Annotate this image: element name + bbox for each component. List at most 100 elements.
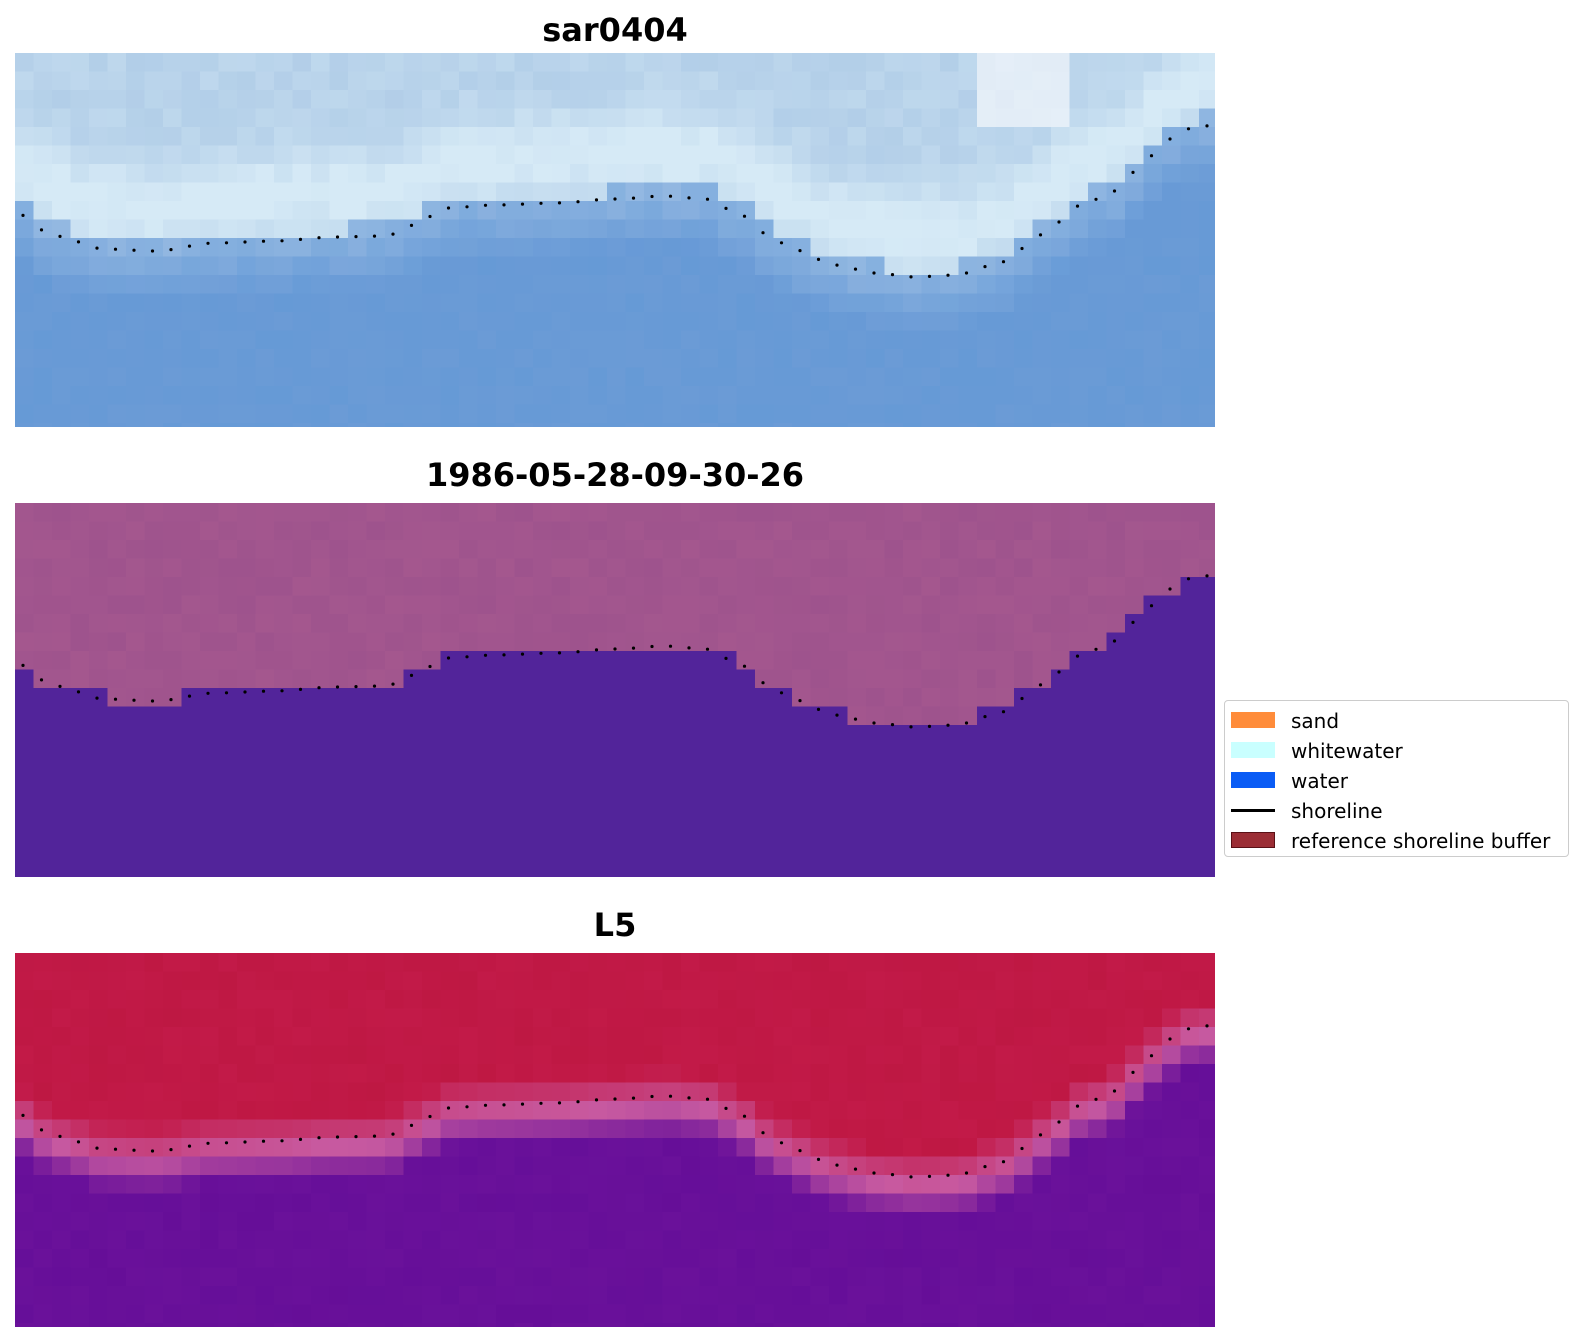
panel-title-top: sar0404 (542, 11, 688, 49)
pixel (15, 1156, 35, 1176)
pixel (255, 725, 275, 745)
pixel (1032, 201, 1052, 221)
pixel (1106, 780, 1126, 800)
pixel (773, 219, 793, 239)
pixel (52, 990, 72, 1010)
pixel (699, 971, 719, 991)
pixel (736, 90, 756, 110)
pixel (311, 521, 331, 541)
pixel (792, 854, 812, 874)
pixel (477, 540, 497, 560)
pixel (1125, 293, 1145, 313)
pixel (773, 743, 793, 763)
pixel (792, 1008, 812, 1028)
pixel (1199, 669, 1215, 689)
pixel (366, 651, 386, 671)
pixel (1143, 367, 1163, 387)
pixel (144, 725, 164, 745)
pixel (866, 614, 886, 634)
pixel (348, 873, 368, 877)
pixel (921, 1119, 941, 1139)
shoreline-point (668, 194, 673, 198)
pixel (496, 293, 516, 313)
pixel (1162, 1064, 1182, 1084)
pixel (1106, 201, 1126, 221)
pixel (681, 349, 701, 369)
pixel (903, 90, 923, 110)
pixel (89, 725, 109, 745)
pixel (940, 127, 960, 147)
pixel (755, 182, 775, 202)
pixel (792, 762, 812, 782)
pixel (995, 540, 1015, 560)
pixel (662, 1249, 682, 1269)
pixel (699, 404, 719, 424)
pixel (477, 349, 497, 369)
pixel (1032, 725, 1052, 745)
pixel (625, 725, 645, 745)
pixel (903, 1193, 923, 1213)
pixel (366, 873, 386, 877)
pixel (718, 1304, 738, 1324)
pixel (607, 386, 627, 406)
shoreline-point (539, 201, 543, 205)
pixel (89, 873, 109, 877)
pixel (810, 762, 830, 782)
pixel (1106, 1082, 1126, 1102)
pixel (1199, 1082, 1215, 1102)
pixel (977, 1193, 997, 1213)
pixel (995, 1101, 1015, 1121)
pixel (1088, 1230, 1108, 1250)
pixel (921, 404, 941, 424)
pixel (995, 1008, 1015, 1028)
pixel (15, 780, 35, 800)
pixel (681, 632, 701, 652)
pixel (755, 1249, 775, 1269)
pixel (551, 1064, 571, 1084)
pixel (477, 688, 497, 708)
pixel (403, 725, 423, 745)
pixel (1069, 1267, 1089, 1287)
pixel (181, 312, 201, 332)
pixel (459, 1212, 479, 1232)
pixel (1106, 164, 1126, 184)
pixel (496, 1193, 516, 1213)
pixel (1162, 854, 1182, 874)
pixel (958, 330, 978, 350)
pixel (440, 1156, 460, 1176)
pixel (15, 90, 35, 110)
pixel (237, 836, 257, 856)
pixel (1106, 330, 1126, 350)
image-panel-top (15, 53, 1215, 427)
pixel (551, 404, 571, 424)
pixel (1032, 293, 1052, 313)
pixel (52, 238, 72, 258)
pixel (477, 293, 497, 313)
pixel (459, 145, 479, 165)
pixel (477, 558, 497, 578)
pixel (440, 423, 460, 427)
pixel (1051, 386, 1071, 406)
pixel (52, 743, 72, 763)
pixel (107, 238, 127, 258)
pixel (1069, 799, 1089, 819)
pixel (699, 1119, 719, 1139)
pixel (866, 1249, 886, 1269)
pixel (403, 238, 423, 258)
pixel (884, 706, 904, 726)
pixel (533, 1323, 553, 1327)
pixel (607, 1138, 627, 1158)
pixel (385, 1156, 405, 1176)
pixel (551, 1008, 571, 1028)
pixel (977, 90, 997, 110)
pixel (773, 540, 793, 560)
pixel (496, 990, 516, 1010)
pixel (1051, 1323, 1071, 1327)
pixel (533, 836, 553, 856)
pixel (1162, 71, 1182, 91)
shoreline-point (1205, 1024, 1209, 1028)
shoreline-point (1112, 639, 1117, 643)
pixel (1143, 632, 1163, 652)
pixel (514, 145, 534, 165)
pixel (736, 1212, 756, 1232)
